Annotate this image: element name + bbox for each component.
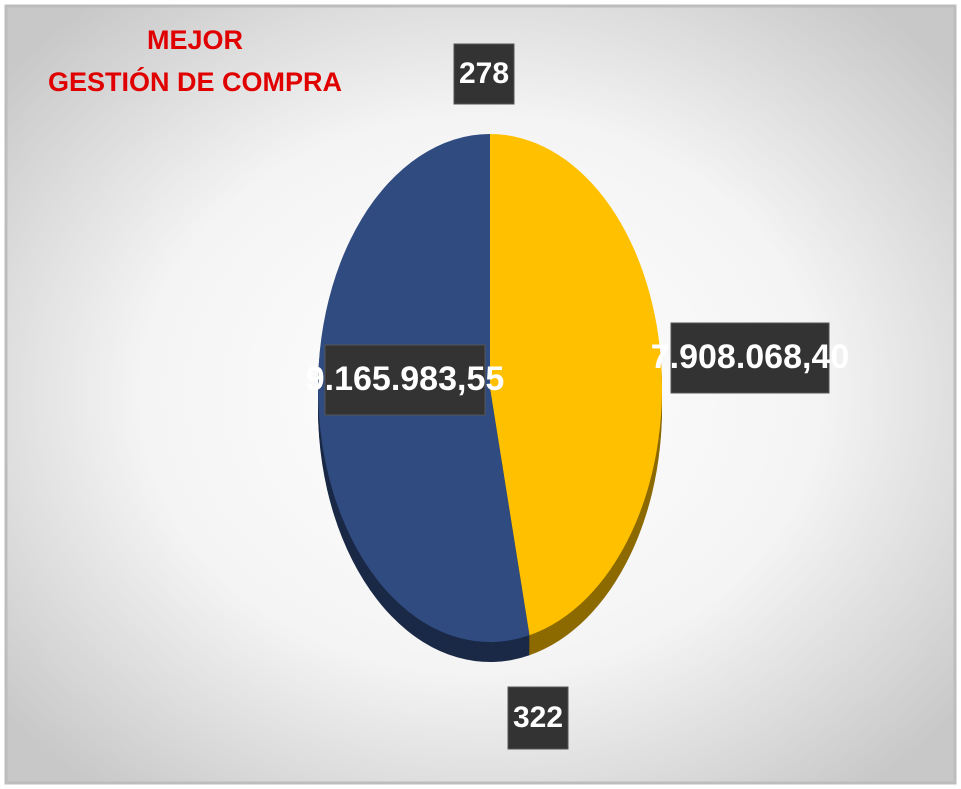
value-label: 7.908.068,40 (651, 338, 850, 376)
value-label: 9.165.983,55 (306, 360, 505, 398)
count-label-box (507, 686, 569, 750)
pie-slice (490, 134, 662, 636)
value-label-box (324, 344, 486, 416)
chart-title: MEJOR (147, 25, 243, 55)
value-label-box (670, 322, 830, 394)
chart-title: GESTIÓN DE COMPRA (48, 66, 342, 97)
count-label: 278 (459, 57, 509, 90)
count-label-box (453, 43, 515, 105)
count-label: 322 (513, 701, 563, 734)
